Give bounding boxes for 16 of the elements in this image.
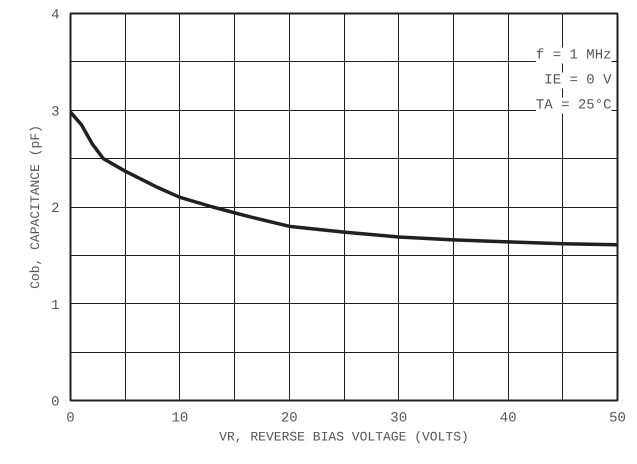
y-axis-title: Cob, CAPACITANCE (pF) — [28, 125, 44, 289]
x-axis-title: VR, REVERSE BIAS VOLTAGE (VOLTS) — [219, 430, 469, 444]
x-tick-label: 0 — [66, 410, 75, 426]
y-tick-label: 4 — [51, 8, 60, 24]
y-tick-label: 3 — [51, 104, 60, 120]
y-tick-label: 2 — [51, 201, 60, 217]
y-tick-label: 0 — [51, 394, 60, 410]
x-tick-label: 10 — [172, 410, 188, 426]
x-tick-label: 50 — [609, 410, 626, 426]
annotation: TA = 25°C — [536, 98, 612, 114]
x-tick-label: 20 — [280, 410, 298, 426]
x-tick-label: 30 — [390, 410, 408, 426]
annotation: f = 1 MHz — [536, 48, 612, 64]
annotation: IE = 0 V — [544, 72, 612, 88]
y-tick-label: 1 — [51, 298, 60, 314]
x-tick-label: 40 — [500, 410, 517, 426]
